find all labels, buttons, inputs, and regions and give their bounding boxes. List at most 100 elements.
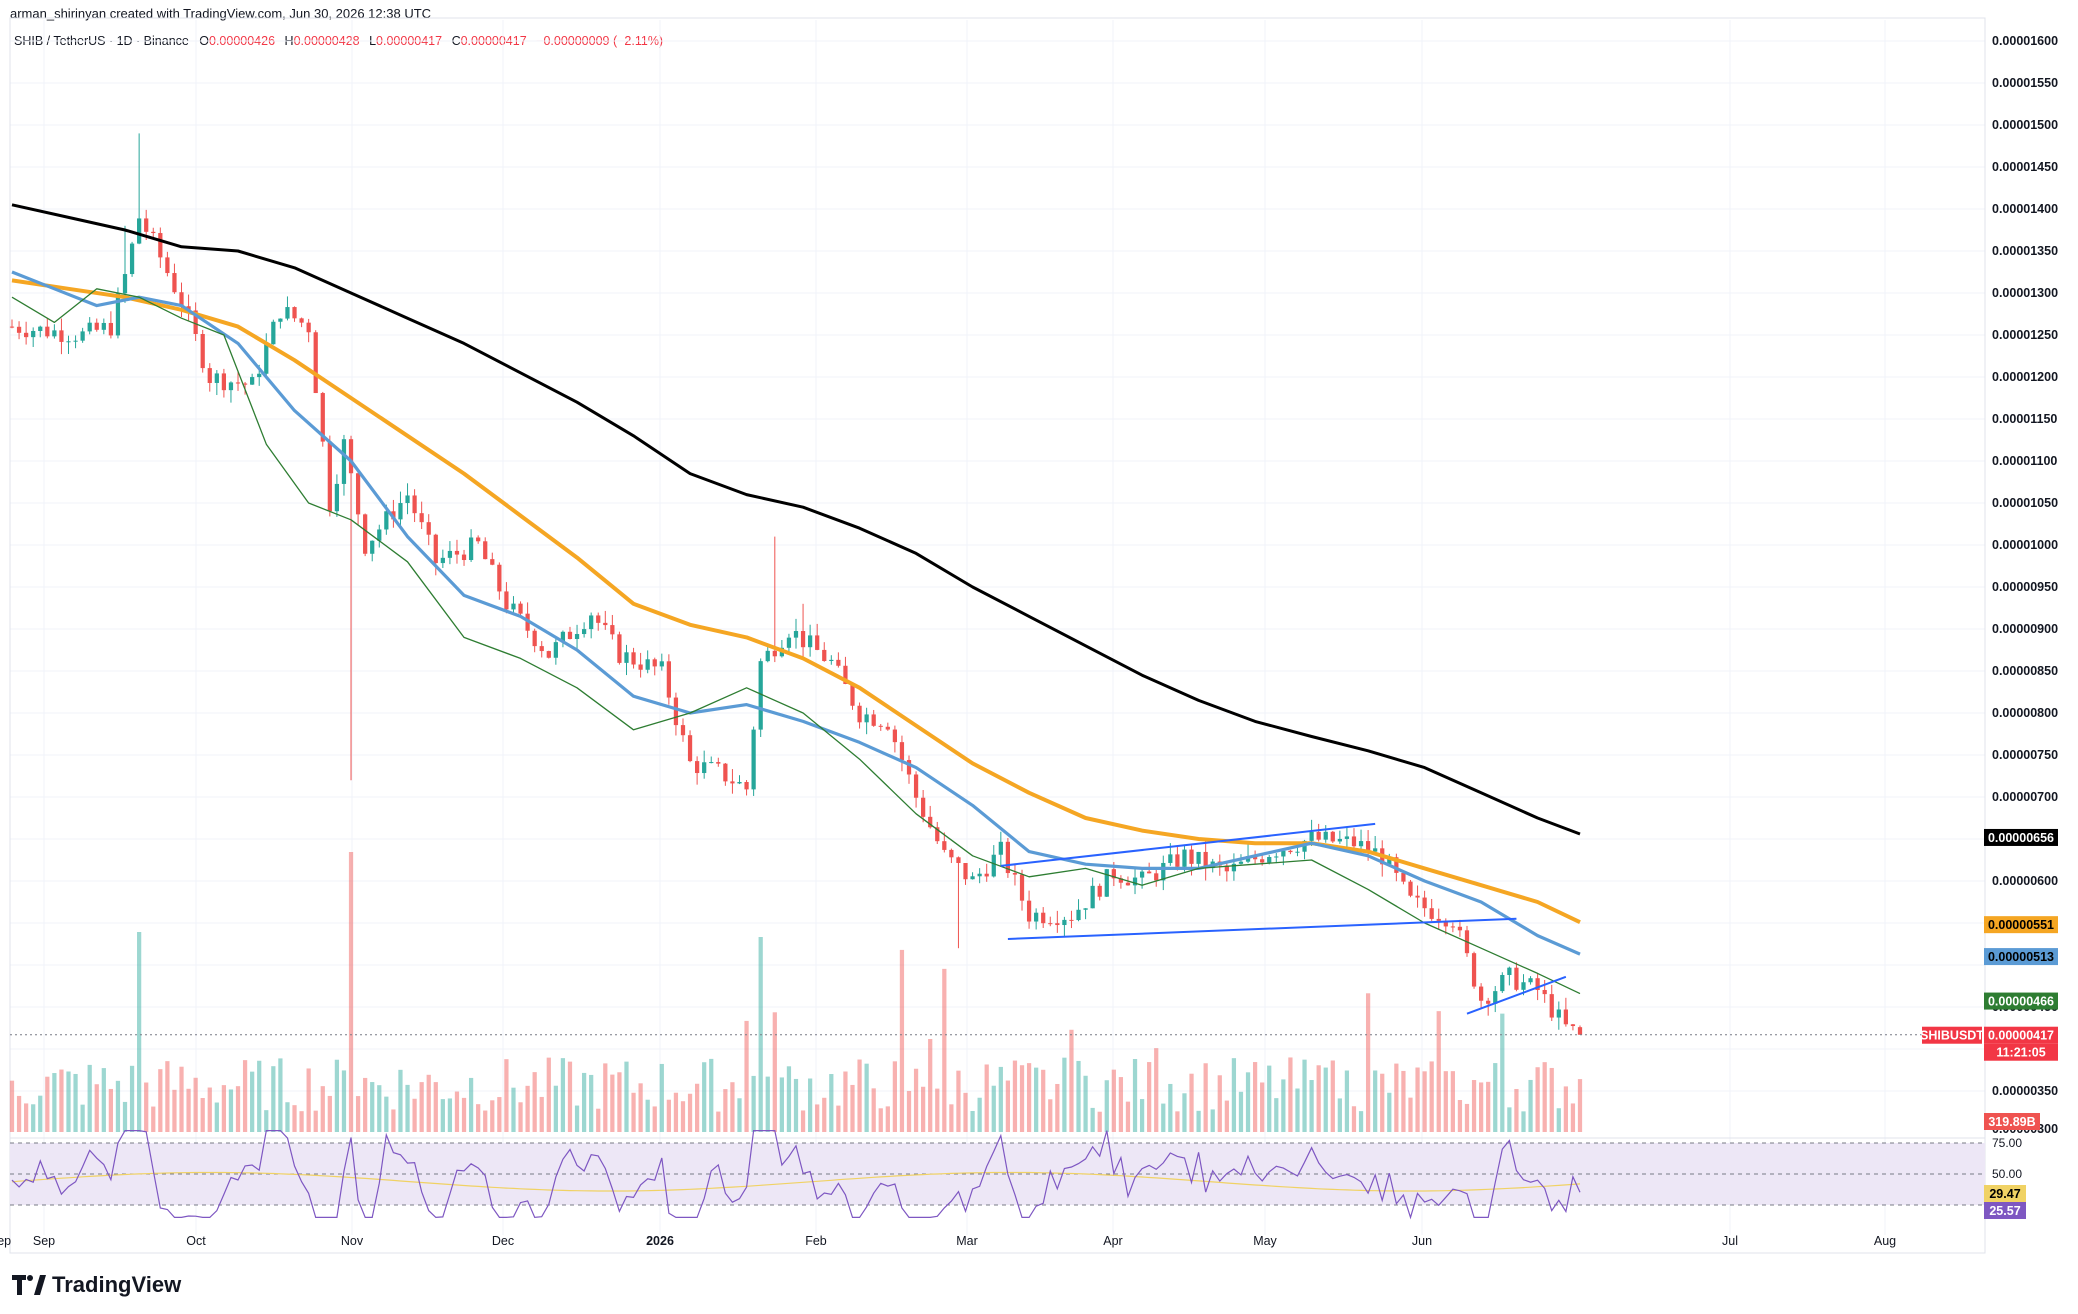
volume-bar	[1535, 1067, 1540, 1132]
candle-body	[1189, 849, 1194, 864]
tradingview-logo[interactable]: TradingView	[12, 1272, 181, 1298]
candle-body	[1507, 967, 1512, 975]
volume-bar	[1026, 1063, 1032, 1132]
ma50-line	[11, 270, 1581, 956]
candle-body	[751, 729, 756, 790]
volume-bar	[426, 1074, 431, 1132]
candle-body	[1274, 856, 1279, 858]
volume-bars	[9, 852, 1583, 1132]
volume-bar	[1005, 1080, 1011, 1132]
volume-bar	[172, 1089, 177, 1132]
candle-body	[546, 651, 551, 658]
candle-body	[659, 661, 664, 667]
x-tick-label: Jun	[1412, 1234, 1432, 1248]
candle-body	[306, 322, 311, 333]
candle-body	[638, 664, 643, 670]
candle-body	[935, 827, 940, 842]
volume-bar	[963, 1092, 968, 1132]
volume-bar	[1203, 1063, 1208, 1132]
volume-bar	[935, 1088, 940, 1132]
candle-body	[16, 326, 22, 333]
volume-bar	[355, 1096, 361, 1132]
volume-bar	[751, 1075, 756, 1132]
x-tick-label: Sep	[33, 1234, 55, 1248]
ma20-price-tag: 0.00000466	[1988, 995, 2054, 1009]
volume-bar	[899, 949, 905, 1132]
volume-bar	[772, 1012, 777, 1132]
candle-body	[31, 330, 36, 338]
volume-bar	[1507, 1107, 1512, 1132]
candle-body	[94, 322, 99, 330]
candle-body	[624, 652, 629, 663]
volume-bar	[1295, 1088, 1300, 1132]
y-tick-label: 0.00001600	[1992, 34, 2058, 48]
candle-body	[1139, 871, 1145, 878]
price-tags: 0.00000656 0.00000551 0.00000513 0.00000466…	[1920, 828, 2058, 1219]
candle-body	[292, 307, 297, 319]
candle-body	[1097, 885, 1102, 897]
volume-bar	[694, 1083, 700, 1132]
volume-bar	[207, 1087, 212, 1132]
candle-body	[377, 529, 382, 541]
volume-bar	[610, 1074, 615, 1132]
volume-bar	[384, 1096, 389, 1132]
plot-border	[9, 17, 1986, 1254]
volume-bar	[1217, 1075, 1222, 1132]
volume-bar	[546, 1057, 551, 1132]
volume-bar	[1309, 1080, 1314, 1132]
candle-body	[829, 659, 834, 661]
volume-bar	[822, 1097, 827, 1132]
volume-bar	[370, 1082, 375, 1132]
volume-bar	[878, 1108, 883, 1132]
candle-body	[822, 649, 827, 661]
volume-bar	[977, 1097, 982, 1132]
volume-bar	[52, 1073, 57, 1132]
ma20-price-tag-bg	[1984, 992, 2058, 1010]
volume-bar	[1147, 1062, 1152, 1132]
candle-body	[504, 591, 509, 610]
candle-body	[1351, 836, 1357, 847]
candle-body	[1337, 838, 1342, 842]
candle-body	[1076, 909, 1081, 921]
candle-body	[158, 233, 163, 258]
candle-body	[772, 650, 777, 657]
x-tick-label: Aug	[1874, 1234, 1896, 1248]
volume-bar	[864, 1063, 869, 1132]
volume-bar	[1556, 1108, 1561, 1132]
volume-bar	[1549, 1067, 1554, 1132]
candle-body	[963, 863, 968, 880]
candle-body	[405, 495, 410, 504]
candle-body	[221, 373, 227, 391]
volume-bar	[1373, 1070, 1378, 1132]
moving-averages	[11, 203, 1581, 995]
price-axis[interactable]: 0.00001600 0.00001550 0.00001500 0.00001450…	[1992, 34, 2058, 1136]
candle-body	[850, 683, 855, 706]
volume-bar	[129, 1065, 135, 1132]
volume-bar	[709, 1058, 714, 1132]
volume-bar	[532, 1072, 537, 1132]
candle-body	[1125, 882, 1131, 886]
volume-bar	[257, 1060, 262, 1132]
y-tick-label: 0.00001100	[1992, 454, 2057, 468]
time-axis[interactable]: Sep Oct Nov Dec 2026 Feb Mar Apr May Jun Jul Aug Sep	[0, 1234, 1896, 1248]
candle-body	[567, 631, 573, 640]
volume-bar	[73, 1073, 78, 1132]
volume-bar	[433, 1082, 438, 1132]
candle-body	[45, 326, 50, 337]
volume-bar	[1161, 1103, 1166, 1132]
volume-bar	[574, 1105, 580, 1132]
volume-bar	[1267, 1065, 1272, 1132]
volume-bar	[242, 1060, 248, 1132]
trendlines[interactable]	[10, 822, 1985, 1036]
candlesticks	[9, 133, 1583, 1035]
volume-bar	[1104, 1080, 1109, 1132]
volume-bar	[829, 1074, 834, 1132]
ma200-line	[11, 203, 1581, 836]
candle-body	[1415, 895, 1420, 898]
volume-bar	[235, 1086, 241, 1132]
volume-bar	[716, 1111, 721, 1132]
volume-bar	[885, 1106, 890, 1132]
candle-body	[9, 326, 15, 328]
candle-body	[355, 473, 361, 515]
